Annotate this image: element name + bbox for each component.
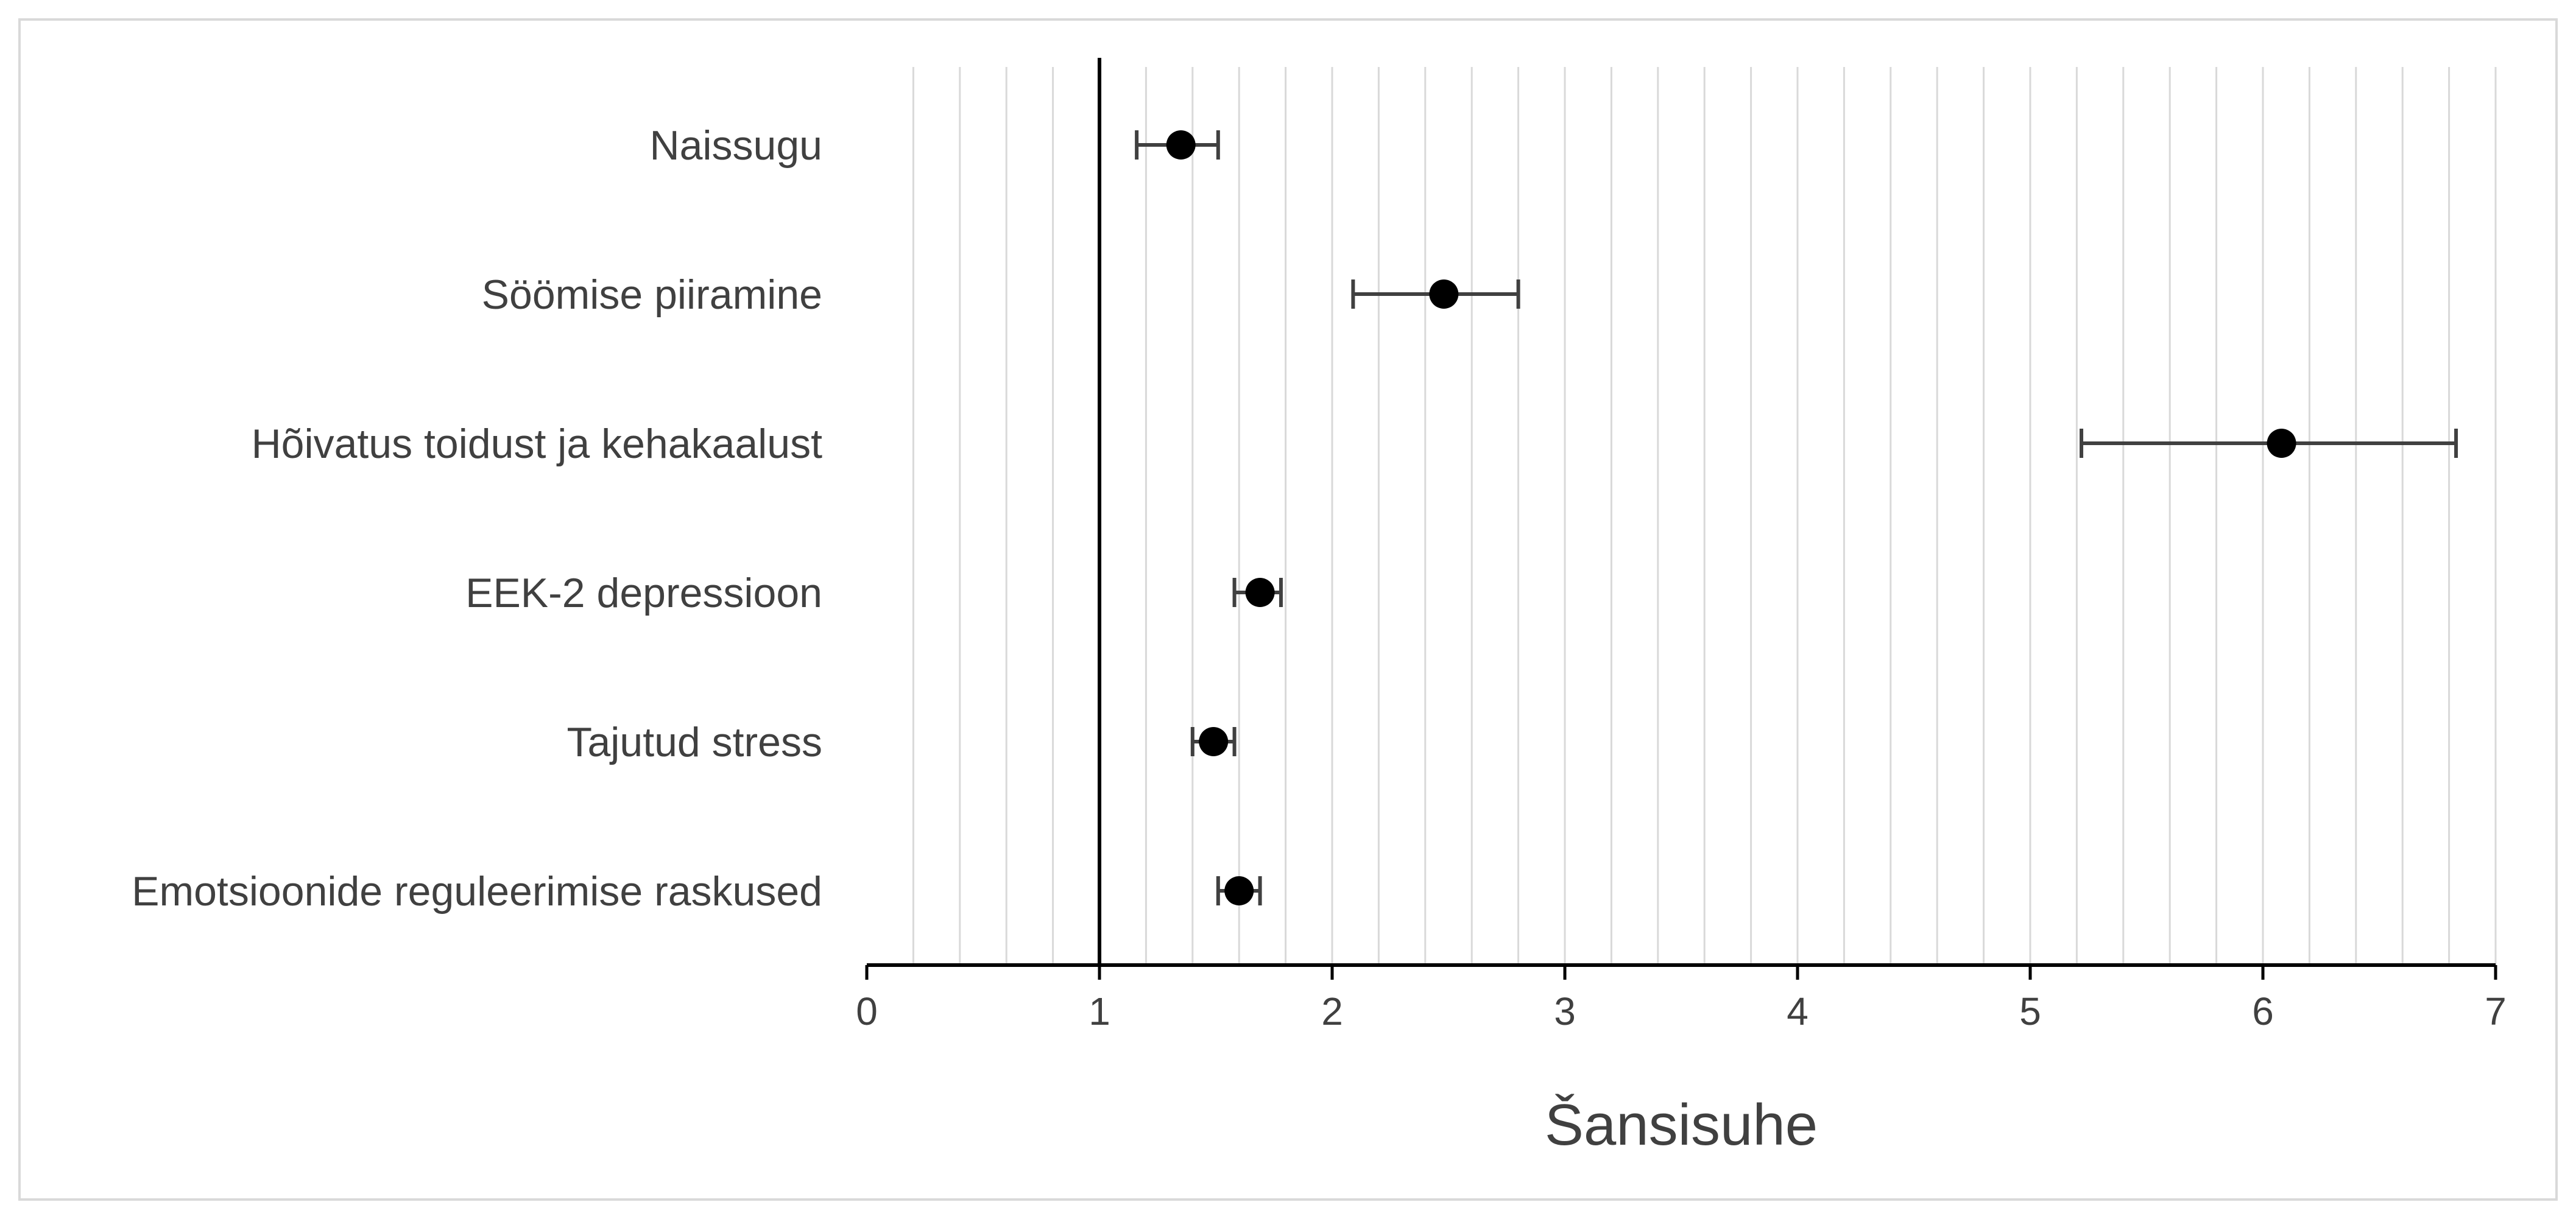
x-tick-label: 5	[2019, 989, 2041, 1033]
category-label: Emotsioonide reguleerimise raskused	[132, 868, 822, 915]
gridlines	[912, 67, 2497, 965]
data-point	[1166, 130, 1196, 160]
data-layer	[1135, 130, 2458, 905]
data-point	[1224, 876, 1254, 905]
x-tick-label: 0	[856, 989, 878, 1033]
data-point	[1245, 578, 1275, 607]
x-tick-label: 4	[1787, 989, 1808, 1033]
x-tick-label: 1	[1089, 989, 1110, 1033]
data-point	[2267, 429, 2296, 458]
x-tick-label: 7	[2485, 989, 2507, 1033]
x-axis-title: Šansisuhe	[1545, 1092, 1818, 1158]
category-label: Hõivatus toidust ja kehakaalust	[252, 421, 823, 467]
data-point	[1199, 727, 1229, 756]
x-tick-label: 6	[2252, 989, 2274, 1033]
chart-frame	[18, 18, 2558, 1201]
x-axis: 0 1 2 3 4 5 6 7	[856, 963, 2507, 1033]
category-label: Söömise piiramine	[482, 272, 822, 318]
category-label: Tajutud stress	[566, 719, 822, 765]
category-label: Naissugu	[650, 122, 823, 169]
x-tick-label: 2	[1321, 989, 1343, 1033]
category-labels: Naissugu Söömise piiramine Hõivatus toidus…	[132, 122, 822, 915]
x-tick-label: 3	[1554, 989, 1576, 1033]
category-label: EEK-2 depressioon	[465, 570, 822, 616]
data-point	[1429, 279, 1459, 309]
